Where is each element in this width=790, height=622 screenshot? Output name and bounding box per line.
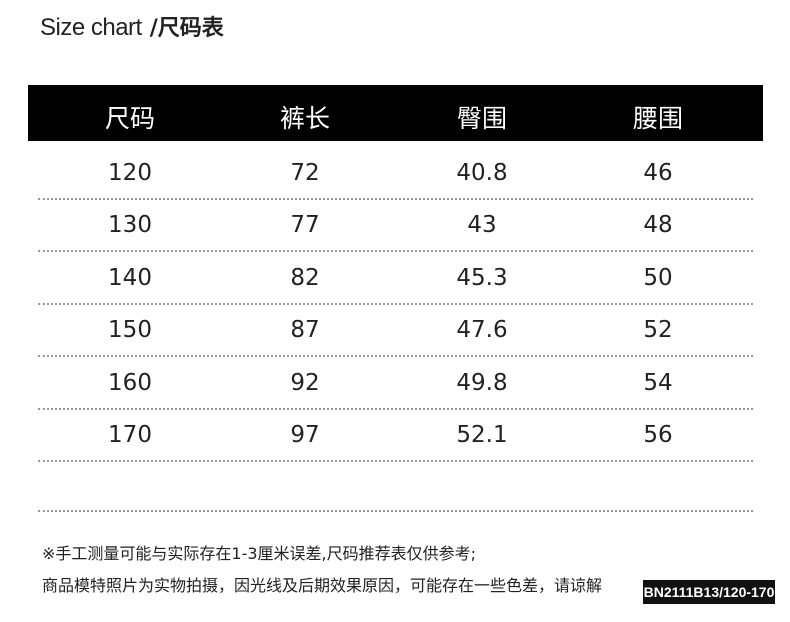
column-header: 臀围 xyxy=(456,104,507,133)
table-cell: 160 xyxy=(108,369,152,396)
table-header: 尺码 裤长 臀围 腰围 xyxy=(28,85,763,141)
row-separator xyxy=(38,355,753,358)
title-en: Size chart xyxy=(40,14,142,41)
column-header: 裤长 xyxy=(279,104,330,133)
table-cell: 87 xyxy=(290,317,320,344)
table-row: 120 72 40.8 46 xyxy=(0,160,790,190)
row-separator xyxy=(38,250,753,253)
table-cell: 92 xyxy=(290,369,320,396)
title: Size chart/尺码表 xyxy=(40,10,224,42)
row-separator xyxy=(38,302,753,305)
table-cell: 130 xyxy=(108,212,152,239)
table-cell: 50 xyxy=(643,264,673,291)
table-row: 130 77 43 48 xyxy=(0,212,790,242)
table-cell: 52.1 xyxy=(456,422,508,448)
row-separator xyxy=(38,460,753,462)
row-separator xyxy=(38,198,753,200)
table-row: 160 92 49.8 54 xyxy=(0,370,790,400)
table-cell: 46 xyxy=(643,160,673,186)
row-separator xyxy=(38,510,753,512)
table-cell: 77 xyxy=(290,212,320,239)
row-separator xyxy=(38,407,753,410)
note: 商品模特照片为实物拍摄，因光线及后期效果原因，可能存在一些色差，请谅解 xyxy=(42,576,603,595)
table-cell: 54 xyxy=(643,369,673,396)
table-cell: 97 xyxy=(290,422,320,448)
table-cell: 56 xyxy=(643,422,673,448)
table-cell: 43 xyxy=(467,212,497,239)
note: ※手工测量可能与实际存在1-3厘米误差,尺码推荐表仅供参考; xyxy=(42,544,477,563)
column-header: 尺码 xyxy=(104,104,155,133)
table-cell: 49.8 xyxy=(456,369,508,396)
table-cell: 47.6 xyxy=(456,317,508,344)
table-cell: 40.8 xyxy=(456,160,508,186)
table-cell: 48 xyxy=(643,212,673,239)
column-header: 腰围 xyxy=(632,104,683,133)
product-code: BN2111B13/120-170 xyxy=(643,580,775,604)
title-cn: /尺码表 xyxy=(149,16,224,41)
table-cell: 120 xyxy=(108,160,152,186)
table-row: 150 87 47.6 52 xyxy=(0,317,790,347)
table-cell: 140 xyxy=(108,264,152,291)
table-row: 170 97 52.1 56 xyxy=(0,422,790,452)
table-cell: 45.3 xyxy=(456,264,508,291)
table-cell: 82 xyxy=(290,264,320,291)
table-cell: 52 xyxy=(643,317,673,344)
table-row: 140 82 45.3 50 xyxy=(0,265,790,295)
table-cell: 150 xyxy=(108,317,152,344)
table-cell: 72 xyxy=(290,160,320,186)
table-cell: 170 xyxy=(108,422,152,448)
